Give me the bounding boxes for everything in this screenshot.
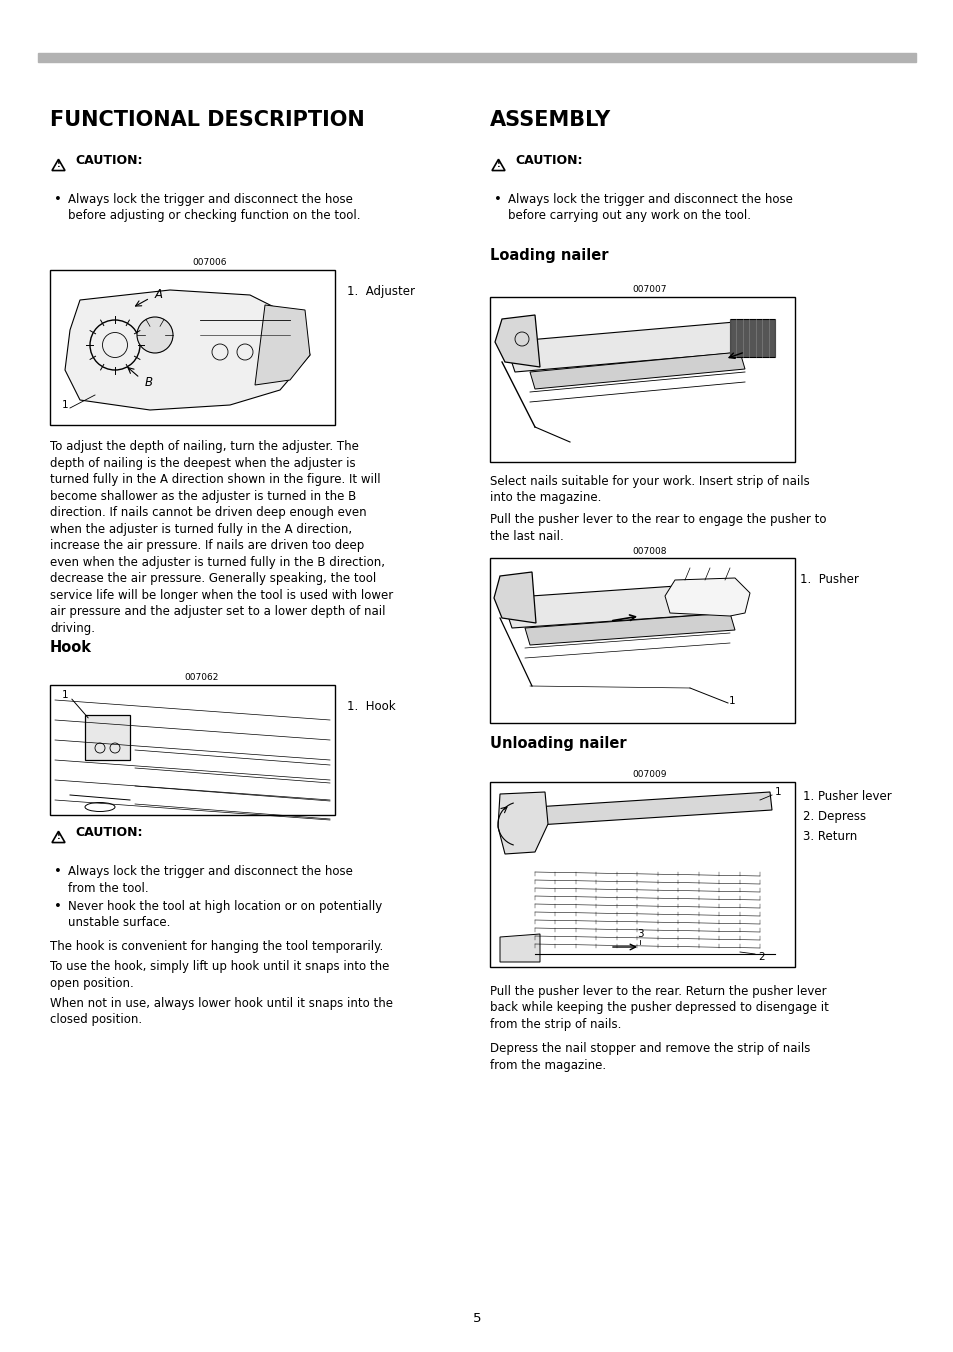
Text: When not in use, always lower hook until it snaps into the
closed position.: When not in use, always lower hook until…: [50, 996, 393, 1026]
Bar: [85, 715, 130, 760]
PathPatch shape: [254, 306, 310, 385]
Circle shape: [212, 343, 228, 360]
Text: Select nails suitable for your work. Insert strip of nails
into the magazine.: Select nails suitable for your work. Ins…: [490, 475, 809, 504]
Text: 007008: 007008: [632, 548, 666, 556]
PathPatch shape: [495, 315, 539, 366]
Text: Unloading nailer: Unloading nailer: [490, 735, 626, 750]
Text: •: •: [54, 900, 62, 913]
Text: Always lock the trigger and disconnect the hose
from the tool.: Always lock the trigger and disconnect t…: [68, 865, 353, 895]
Text: To adjust the depth of nailing, turn the adjuster. The
depth of nailing is the d: To adjust the depth of nailing, turn the…: [50, 439, 393, 634]
Text: 007009: 007009: [632, 771, 666, 779]
Bar: [490, 781, 794, 967]
Text: Pull the pusher lever to the rear. Return the pusher lever
back while keeping th: Pull the pusher lever to the rear. Retur…: [490, 986, 828, 1032]
PathPatch shape: [65, 289, 310, 410]
PathPatch shape: [504, 322, 744, 372]
Text: 2: 2: [758, 952, 763, 963]
Text: •: •: [494, 193, 501, 206]
Text: Depress the nail stopper and remove the strip of nails
from the magazine.: Depress the nail stopper and remove the …: [490, 1042, 809, 1072]
Text: 1. Pusher lever: 1. Pusher lever: [802, 790, 891, 803]
Text: 3: 3: [636, 929, 642, 940]
Bar: [490, 558, 794, 723]
Text: 1.  Adjuster: 1. Adjuster: [347, 285, 415, 297]
Text: Loading nailer: Loading nailer: [490, 247, 608, 264]
PathPatch shape: [501, 583, 729, 627]
Text: !: !: [497, 160, 500, 169]
Text: The hook is convenient for hanging the tool temporarily.: The hook is convenient for hanging the t…: [50, 940, 383, 953]
Circle shape: [137, 316, 172, 353]
Text: 007007: 007007: [632, 285, 666, 293]
PathPatch shape: [535, 792, 771, 825]
Text: ASSEMBLY: ASSEMBLY: [490, 110, 611, 130]
Bar: [729, 319, 774, 357]
Text: B: B: [145, 376, 152, 388]
Bar: [38, 54, 915, 62]
Bar: [490, 297, 794, 462]
Text: •: •: [54, 865, 62, 877]
Text: 3. Return: 3. Return: [802, 830, 857, 844]
Text: 007062: 007062: [185, 673, 219, 681]
Text: Hook: Hook: [50, 639, 91, 654]
PathPatch shape: [499, 934, 539, 963]
Circle shape: [236, 343, 253, 360]
Bar: [50, 685, 335, 815]
Bar: [50, 270, 335, 425]
PathPatch shape: [524, 612, 734, 645]
Text: 1.  Pusher: 1. Pusher: [800, 573, 858, 585]
PathPatch shape: [664, 579, 749, 617]
Text: CAUTION:: CAUTION:: [75, 154, 142, 166]
Text: A: A: [154, 288, 163, 301]
Text: Always lock the trigger and disconnect the hose
before carrying out any work on : Always lock the trigger and disconnect t…: [507, 193, 792, 223]
PathPatch shape: [497, 792, 547, 854]
Text: 5: 5: [473, 1311, 480, 1325]
PathPatch shape: [494, 572, 536, 623]
Text: CAUTION:: CAUTION:: [75, 826, 142, 838]
Text: 1: 1: [728, 696, 735, 706]
Text: 007006: 007006: [193, 258, 227, 266]
Text: 1: 1: [62, 690, 69, 700]
Text: !: !: [56, 160, 60, 169]
Text: 1: 1: [774, 787, 781, 796]
Text: 1.  Hook: 1. Hook: [347, 700, 395, 713]
Text: To use the hook, simply lift up hook until it snaps into the
open position.: To use the hook, simply lift up hook unt…: [50, 960, 389, 990]
Text: 2. Depress: 2. Depress: [802, 810, 865, 823]
Text: Pull the pusher lever to the rear to engage the pusher to
the last nail.: Pull the pusher lever to the rear to eng…: [490, 512, 825, 542]
Text: CAUTION:: CAUTION:: [515, 154, 582, 166]
Text: !: !: [56, 831, 60, 841]
Text: •: •: [54, 193, 62, 206]
Text: Never hook the tool at high location or on potentially
unstable surface.: Never hook the tool at high location or …: [68, 900, 382, 930]
Text: 1: 1: [62, 400, 69, 410]
Text: Always lock the trigger and disconnect the hose
before adjusting or checking fun: Always lock the trigger and disconnect t…: [68, 193, 360, 223]
Text: FUNCTIONAL DESCRIPTION: FUNCTIONAL DESCRIPTION: [50, 110, 364, 130]
PathPatch shape: [530, 352, 744, 389]
